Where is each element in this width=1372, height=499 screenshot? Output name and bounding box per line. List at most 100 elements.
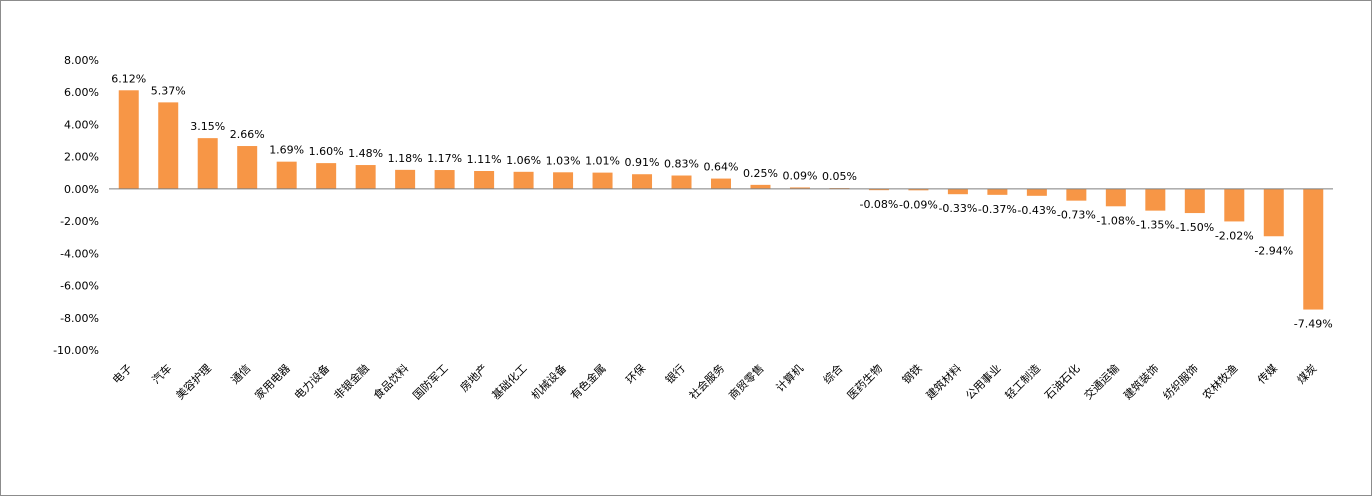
bar bbox=[1184, 188, 1205, 214]
data-label: 1.48% bbox=[348, 147, 383, 160]
data-labels: 6.12% 5.37% 3.15% 2.66% 1.69% 1.60% 1.48% 1.18%… bbox=[111, 72, 1332, 330]
category-label: 建筑材料 bbox=[923, 361, 964, 402]
data-label: 0.05% bbox=[822, 170, 857, 183]
bar bbox=[947, 188, 968, 195]
bar bbox=[1026, 188, 1047, 196]
category-label: 煤炭 bbox=[1295, 362, 1320, 387]
bar bbox=[513, 171, 534, 189]
category-label: 通信 bbox=[229, 362, 254, 387]
data-label: 0.09% bbox=[782, 169, 817, 182]
data-label: 6.12% bbox=[111, 72, 146, 85]
category-label: 机械设备 bbox=[528, 361, 569, 402]
category-label: 农林牧渔 bbox=[1199, 361, 1240, 402]
data-label: -0.73% bbox=[1057, 209, 1096, 222]
bars bbox=[118, 90, 1324, 310]
category-label: 公用事业 bbox=[963, 362, 1003, 402]
category-label: 综合 bbox=[820, 361, 845, 386]
data-label: 1.69% bbox=[269, 144, 304, 157]
category-label: 纺织服饰 bbox=[1160, 361, 1201, 402]
bar bbox=[276, 161, 297, 189]
bar bbox=[158, 102, 179, 189]
category-label: 社会服务 bbox=[686, 361, 727, 402]
category-label: 轻工制造 bbox=[1002, 361, 1043, 402]
data-label: -2.94% bbox=[1254, 244, 1293, 257]
bar bbox=[1263, 188, 1284, 237]
bar bbox=[434, 170, 455, 189]
y-tick-label: -10.00% bbox=[53, 344, 99, 357]
data-label: -1.08% bbox=[1096, 214, 1135, 227]
bar bbox=[1224, 188, 1245, 222]
data-label: -0.37% bbox=[978, 203, 1017, 216]
data-label: 1.18% bbox=[388, 152, 423, 165]
data-label: 5.37% bbox=[151, 84, 186, 97]
category-label: 银行 bbox=[662, 361, 687, 386]
category-label: 国防军工 bbox=[410, 361, 451, 402]
y-tick-label: 2.00% bbox=[64, 151, 99, 164]
category-label: 建筑装饰 bbox=[1120, 361, 1161, 402]
category-label: 石油石化 bbox=[1041, 361, 1082, 402]
category-label: 传媒 bbox=[1255, 362, 1280, 387]
bar bbox=[197, 138, 218, 189]
data-label: 0.64% bbox=[704, 161, 739, 174]
data-label: -7.49% bbox=[1294, 318, 1333, 331]
data-label: 1.60% bbox=[309, 145, 344, 158]
y-tick-label: 6.00% bbox=[64, 86, 99, 99]
data-label: -2.02% bbox=[1215, 229, 1254, 242]
bar bbox=[474, 171, 495, 189]
bar bbox=[908, 188, 929, 191]
bar bbox=[750, 184, 771, 189]
bar bbox=[987, 188, 1008, 195]
bar bbox=[1105, 188, 1126, 207]
category-label: 家用电器 bbox=[252, 361, 293, 402]
data-label: 0.25% bbox=[743, 167, 778, 180]
bar bbox=[671, 175, 692, 189]
category-label: 有色金属 bbox=[568, 361, 609, 402]
data-label: 1.03% bbox=[546, 154, 581, 167]
data-label: -0.33% bbox=[938, 202, 977, 215]
y-tick-label: 0.00% bbox=[64, 183, 99, 196]
data-label: 3.15% bbox=[190, 120, 225, 133]
data-label: 0.83% bbox=[664, 158, 699, 171]
data-label: 0.91% bbox=[625, 156, 660, 169]
category-label: 医药生物 bbox=[844, 361, 885, 402]
bar bbox=[1145, 188, 1166, 211]
category-label: 电力设备 bbox=[291, 361, 332, 402]
category-label: 钢铁 bbox=[900, 362, 925, 387]
category-label: 美容护理 bbox=[173, 361, 214, 402]
data-label: -1.35% bbox=[1136, 219, 1175, 232]
category-label: 汽车 bbox=[149, 361, 174, 386]
bar bbox=[1066, 188, 1087, 201]
bar bbox=[592, 172, 613, 189]
bar bbox=[118, 90, 139, 189]
y-tick-label: 4.00% bbox=[64, 118, 99, 131]
y-tick-label: -6.00% bbox=[60, 280, 99, 293]
category-label: 食品饮料 bbox=[370, 361, 411, 402]
category-label: 基础化工 bbox=[489, 361, 530, 402]
bar bbox=[316, 163, 337, 189]
bar bbox=[1303, 188, 1324, 310]
bar bbox=[868, 188, 889, 191]
category-label: 电子 bbox=[110, 362, 135, 387]
data-label: -0.08% bbox=[859, 198, 898, 211]
bar bbox=[632, 174, 653, 189]
data-label: -0.43% bbox=[1017, 204, 1056, 217]
category-label: 商贸零售 bbox=[726, 361, 767, 402]
y-tick-label: -8.00% bbox=[60, 312, 99, 325]
y-axis: 8.00% 6.00% 4.00% 2.00% 0.00% -2.00% -4.00% -6.… bbox=[53, 54, 99, 357]
data-label: 1.11% bbox=[467, 153, 502, 166]
category-label: 计算机 bbox=[773, 361, 806, 394]
category-label: 环保 bbox=[623, 361, 648, 386]
data-label: 1.06% bbox=[506, 154, 541, 167]
bar bbox=[237, 146, 258, 189]
category-label: 房地产 bbox=[457, 361, 490, 394]
bar bbox=[355, 165, 376, 189]
data-label: 1.01% bbox=[585, 155, 620, 168]
data-label: -1.50% bbox=[1175, 221, 1214, 234]
y-tick-label: -2.00% bbox=[60, 215, 99, 228]
data-label: 2.66% bbox=[230, 128, 265, 141]
bar bbox=[711, 178, 731, 189]
category-label: 非银金融 bbox=[331, 361, 372, 402]
data-label: -0.09% bbox=[899, 198, 938, 211]
